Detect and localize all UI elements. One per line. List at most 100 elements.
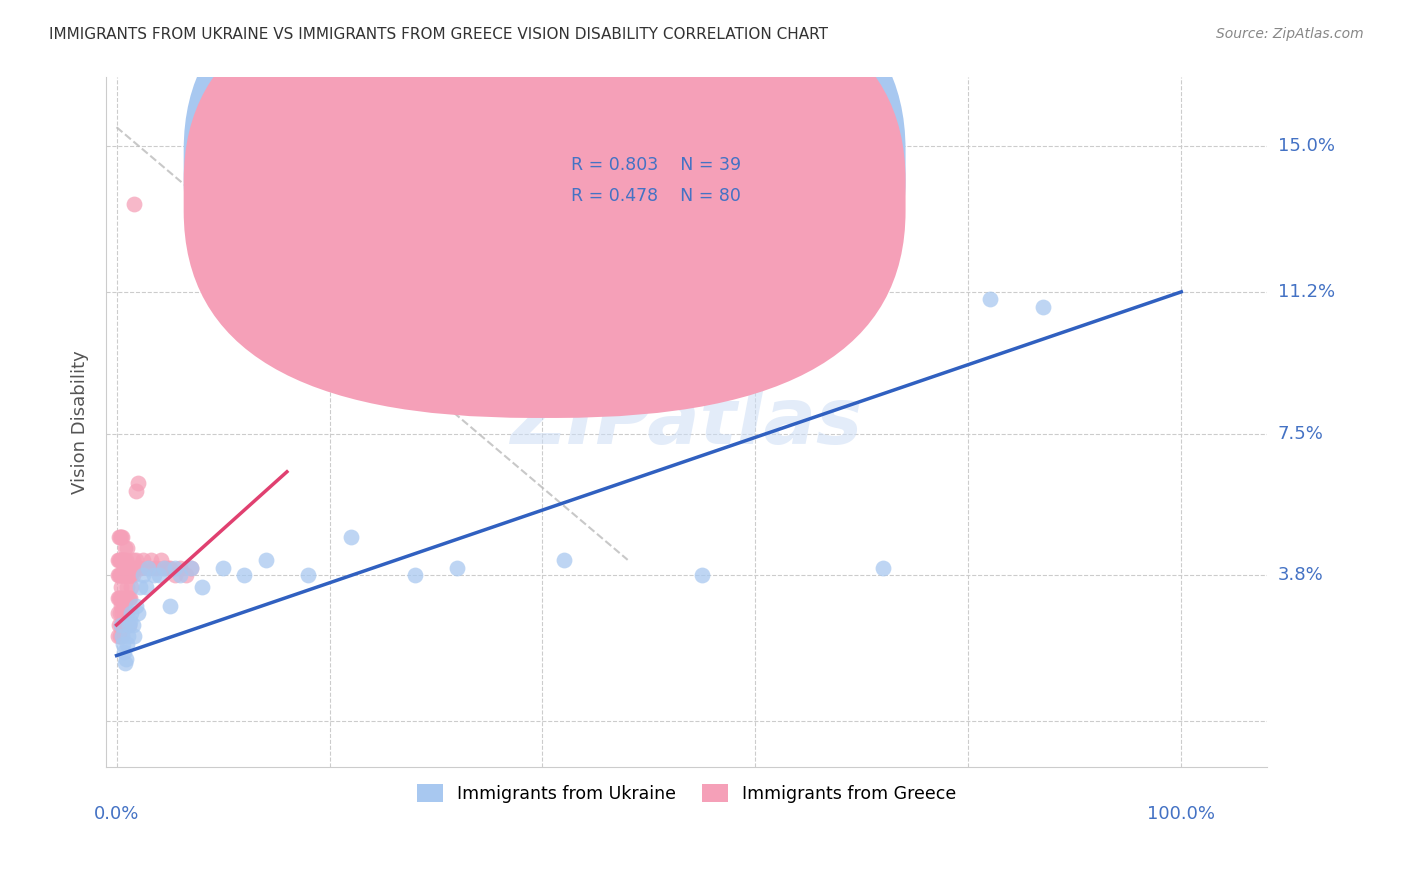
- Point: [118, 568, 141, 582]
- Point: [180, 560, 202, 574]
- Point: [107, 553, 129, 567]
- Point: [108, 553, 131, 567]
- Point: [553, 553, 575, 567]
- Point: [150, 553, 173, 567]
- Y-axis label: Vision Disability: Vision Disability: [72, 351, 89, 494]
- Point: [122, 196, 145, 211]
- Point: [107, 618, 129, 632]
- Text: 0.0%: 0.0%: [94, 805, 139, 823]
- FancyBboxPatch shape: [506, 115, 808, 219]
- Point: [112, 645, 135, 659]
- Point: [111, 607, 134, 621]
- Point: [690, 568, 713, 582]
- FancyBboxPatch shape: [184, 0, 905, 387]
- Text: R = 0.803    N = 39: R = 0.803 N = 39: [571, 156, 741, 174]
- Point: [108, 591, 131, 606]
- Point: [180, 560, 202, 574]
- Point: [108, 530, 131, 544]
- Point: [107, 607, 129, 621]
- Text: 7.5%: 7.5%: [1278, 425, 1323, 442]
- Point: [110, 553, 132, 567]
- Point: [404, 568, 426, 582]
- Point: [156, 560, 179, 574]
- Point: [120, 591, 142, 606]
- Point: [169, 568, 191, 582]
- Point: [108, 568, 131, 582]
- Point: [108, 629, 131, 643]
- Point: [254, 553, 277, 567]
- Point: [111, 629, 134, 643]
- Point: [111, 553, 134, 567]
- Text: Source: ZipAtlas.com: Source: ZipAtlas.com: [1216, 27, 1364, 41]
- Point: [121, 568, 143, 582]
- Point: [121, 607, 143, 621]
- Point: [107, 591, 129, 606]
- Point: [115, 568, 138, 582]
- Point: [129, 560, 152, 574]
- Point: [112, 553, 135, 567]
- Point: [142, 568, 165, 582]
- Point: [117, 629, 139, 643]
- Point: [115, 541, 138, 556]
- Point: [107, 553, 129, 567]
- Point: [111, 568, 134, 582]
- Point: [118, 591, 141, 606]
- FancyBboxPatch shape: [184, 0, 905, 418]
- Point: [159, 560, 181, 574]
- Point: [110, 530, 132, 544]
- Point: [121, 568, 143, 582]
- Point: [132, 553, 155, 567]
- Point: [120, 568, 142, 582]
- Point: [115, 637, 138, 651]
- Point: [446, 560, 468, 574]
- Text: ZIPatlas: ZIPatlas: [510, 384, 862, 460]
- Point: [125, 553, 148, 567]
- Point: [110, 568, 132, 582]
- Point: [117, 591, 139, 606]
- Point: [112, 618, 135, 632]
- Point: [111, 530, 134, 544]
- Point: [107, 629, 129, 643]
- Point: [115, 591, 138, 606]
- Point: [115, 607, 138, 621]
- Point: [142, 560, 165, 574]
- Point: [159, 599, 181, 613]
- Text: R = 0.478    N = 80: R = 0.478 N = 80: [571, 186, 741, 204]
- Point: [118, 618, 141, 632]
- Point: [114, 568, 136, 582]
- Point: [146, 560, 169, 574]
- Point: [114, 541, 136, 556]
- Point: [174, 568, 197, 582]
- Point: [138, 560, 160, 574]
- Point: [114, 591, 136, 606]
- Text: 15.0%: 15.0%: [1278, 137, 1334, 155]
- Point: [115, 568, 138, 582]
- Point: [111, 599, 134, 613]
- Point: [139, 553, 162, 567]
- Point: [124, 560, 146, 574]
- Point: [127, 560, 149, 574]
- Point: [115, 580, 138, 594]
- Point: [107, 568, 129, 582]
- Point: [135, 580, 157, 594]
- Point: [127, 607, 149, 621]
- Point: [117, 568, 139, 582]
- Text: IMMIGRANTS FROM UKRAINE VS IMMIGRANTS FROM GREECE VISION DISABILITY CORRELATION : IMMIGRANTS FROM UKRAINE VS IMMIGRANTS FR…: [49, 27, 828, 42]
- Point: [115, 652, 138, 666]
- Point: [111, 553, 134, 567]
- Point: [107, 568, 129, 582]
- Point: [165, 560, 187, 574]
- Text: 100.0%: 100.0%: [1147, 805, 1215, 823]
- Point: [114, 657, 136, 671]
- Legend: Immigrants from Ukraine, Immigrants from Greece: Immigrants from Ukraine, Immigrants from…: [409, 777, 963, 810]
- Point: [125, 599, 148, 613]
- Point: [107, 591, 129, 606]
- Point: [132, 568, 155, 582]
- Point: [129, 580, 152, 594]
- Point: [165, 568, 187, 582]
- Point: [297, 568, 319, 582]
- Point: [153, 560, 176, 574]
- Point: [110, 580, 132, 594]
- Point: [153, 560, 176, 574]
- Point: [108, 607, 131, 621]
